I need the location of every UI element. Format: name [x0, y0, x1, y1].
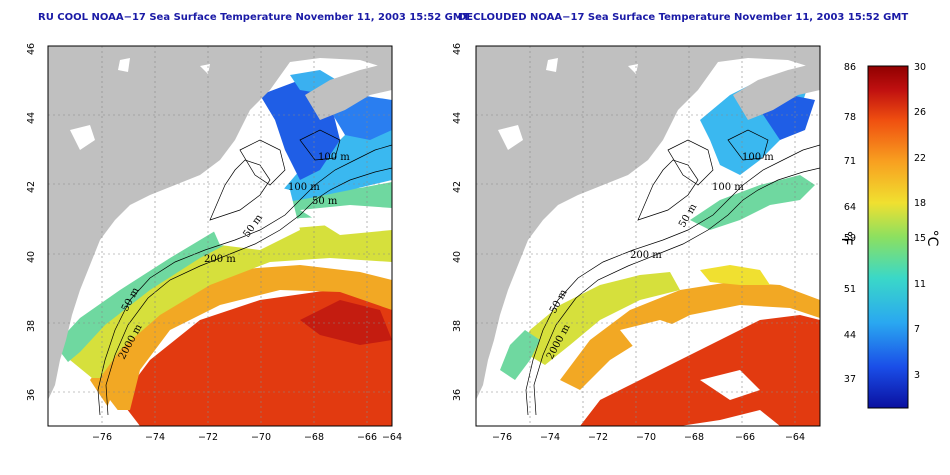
fahrenheit-tick: 51 — [844, 284, 856, 295]
bathymetry-contours — [525, 129, 820, 416]
fahrenheit-tick: 37 — [844, 374, 856, 385]
fahrenheit-tick: 86 — [844, 62, 856, 73]
lon-tick: −70 — [251, 432, 271, 443]
lon-ticks: −76 −74 −72 −70 −68 −66 −64 — [92, 432, 402, 443]
lat-tick: 46 — [452, 43, 463, 55]
lon-tick: −66 — [357, 432, 377, 443]
fahrenheit-unit-label: °F — [838, 230, 854, 245]
lat-tick: 44 — [26, 112, 37, 124]
colorbar-gradient — [867, 65, 909, 409]
lat-tick: 42 — [452, 181, 463, 193]
celsius-unit-label: °C — [924, 230, 940, 247]
celsius-tick: 30 — [914, 62, 926, 73]
contour-label: 50 m — [312, 196, 338, 207]
graticule — [48, 46, 392, 426]
celsius-ticks: 30 26 22 18 15 11 7 3 — [914, 62, 926, 381]
graticule — [476, 46, 820, 426]
lon-tick: −66 — [735, 432, 755, 443]
celsius-tick: 22 — [914, 153, 926, 164]
lon-tick: −76 — [492, 432, 512, 443]
fahrenheit-tick: 71 — [844, 156, 856, 167]
lon-tick: −74 — [145, 432, 165, 443]
lat-tick: 46 — [26, 43, 37, 55]
bathymetry-contours — [97, 129, 392, 416]
lon-tick: −72 — [198, 432, 218, 443]
celsius-tick: 11 — [914, 279, 926, 290]
lat-tick: 44 — [452, 112, 463, 124]
lat-tick: 40 — [452, 251, 463, 263]
lon-ticks: −76 −74 −72 −70 −68 −66 −64 — [492, 432, 805, 443]
celsius-tick: 3 — [914, 370, 920, 381]
nova-scotia — [305, 62, 392, 120]
lon-tick: −70 — [636, 432, 656, 443]
nova-scotia — [733, 62, 820, 120]
lat-tick: 38 — [26, 320, 37, 332]
celsius-tick: 26 — [914, 107, 926, 118]
contour-label: 100 m — [318, 152, 350, 163]
land-mass — [48, 46, 392, 400]
fahrenheit-tick: 78 — [844, 112, 856, 123]
map-frame — [475, 45, 821, 427]
lat-tick: 36 — [26, 389, 37, 401]
fahrenheit-tick: 64 — [844, 202, 856, 213]
lon-tick: −68 — [304, 432, 324, 443]
fahrenheit-tick: 59 — [844, 233, 856, 244]
land-mass — [476, 46, 820, 400]
contour-label: 100 m — [712, 182, 744, 193]
lon-tick: −68 — [684, 432, 704, 443]
lakes — [498, 58, 638, 150]
celsius-tick: 18 — [914, 198, 926, 209]
celsius-tick: 7 — [914, 324, 920, 335]
contour-label: 200 m — [630, 250, 662, 261]
map-panel-declouded: 100 m 100 m 200 m 50 m 2000 m 50 m −76 −… — [452, 43, 821, 443]
lakes — [70, 58, 210, 150]
contour-label: 100 m — [742, 152, 774, 163]
fahrenheit-tick: 44 — [844, 330, 856, 341]
lon-tick: −64 — [382, 432, 402, 443]
lon-tick: −74 — [540, 432, 560, 443]
lat-tick: 38 — [452, 320, 463, 332]
lon-tick: −76 — [92, 432, 112, 443]
celsius-tick: 15 — [914, 233, 926, 244]
lat-ticks: 46 44 42 40 38 36 — [452, 43, 463, 401]
map-panel-raw: 100 m 100 m 200 m 50 m 2000 m 50 m 50 m … — [26, 43, 402, 443]
contour-label: 200 m — [204, 254, 236, 265]
lon-tick: −72 — [588, 432, 608, 443]
cloud-mask — [540, 320, 760, 426]
lat-ticks: 46 44 42 40 38 36 — [26, 43, 37, 401]
panel-2-title: DECLOUDED NOAA−17 Sea Surface Temperatur… — [458, 12, 908, 23]
panel-1-title: RU COOL NOAA−17 Sea Surface Temperature … — [38, 12, 470, 23]
lat-tick: 40 — [26, 251, 37, 263]
lon-tick: −64 — [785, 432, 805, 443]
map-frame — [47, 45, 393, 427]
fahrenheit-ticks: 86 78 71 64 59 51 44 37 — [844, 62, 856, 385]
contour-label: 100 m — [288, 182, 320, 193]
colorbar: 86 78 71 64 59 51 44 37 30 26 22 18 15 1… — [838, 62, 940, 409]
lat-tick: 42 — [26, 181, 37, 193]
lat-tick: 36 — [452, 389, 463, 401]
